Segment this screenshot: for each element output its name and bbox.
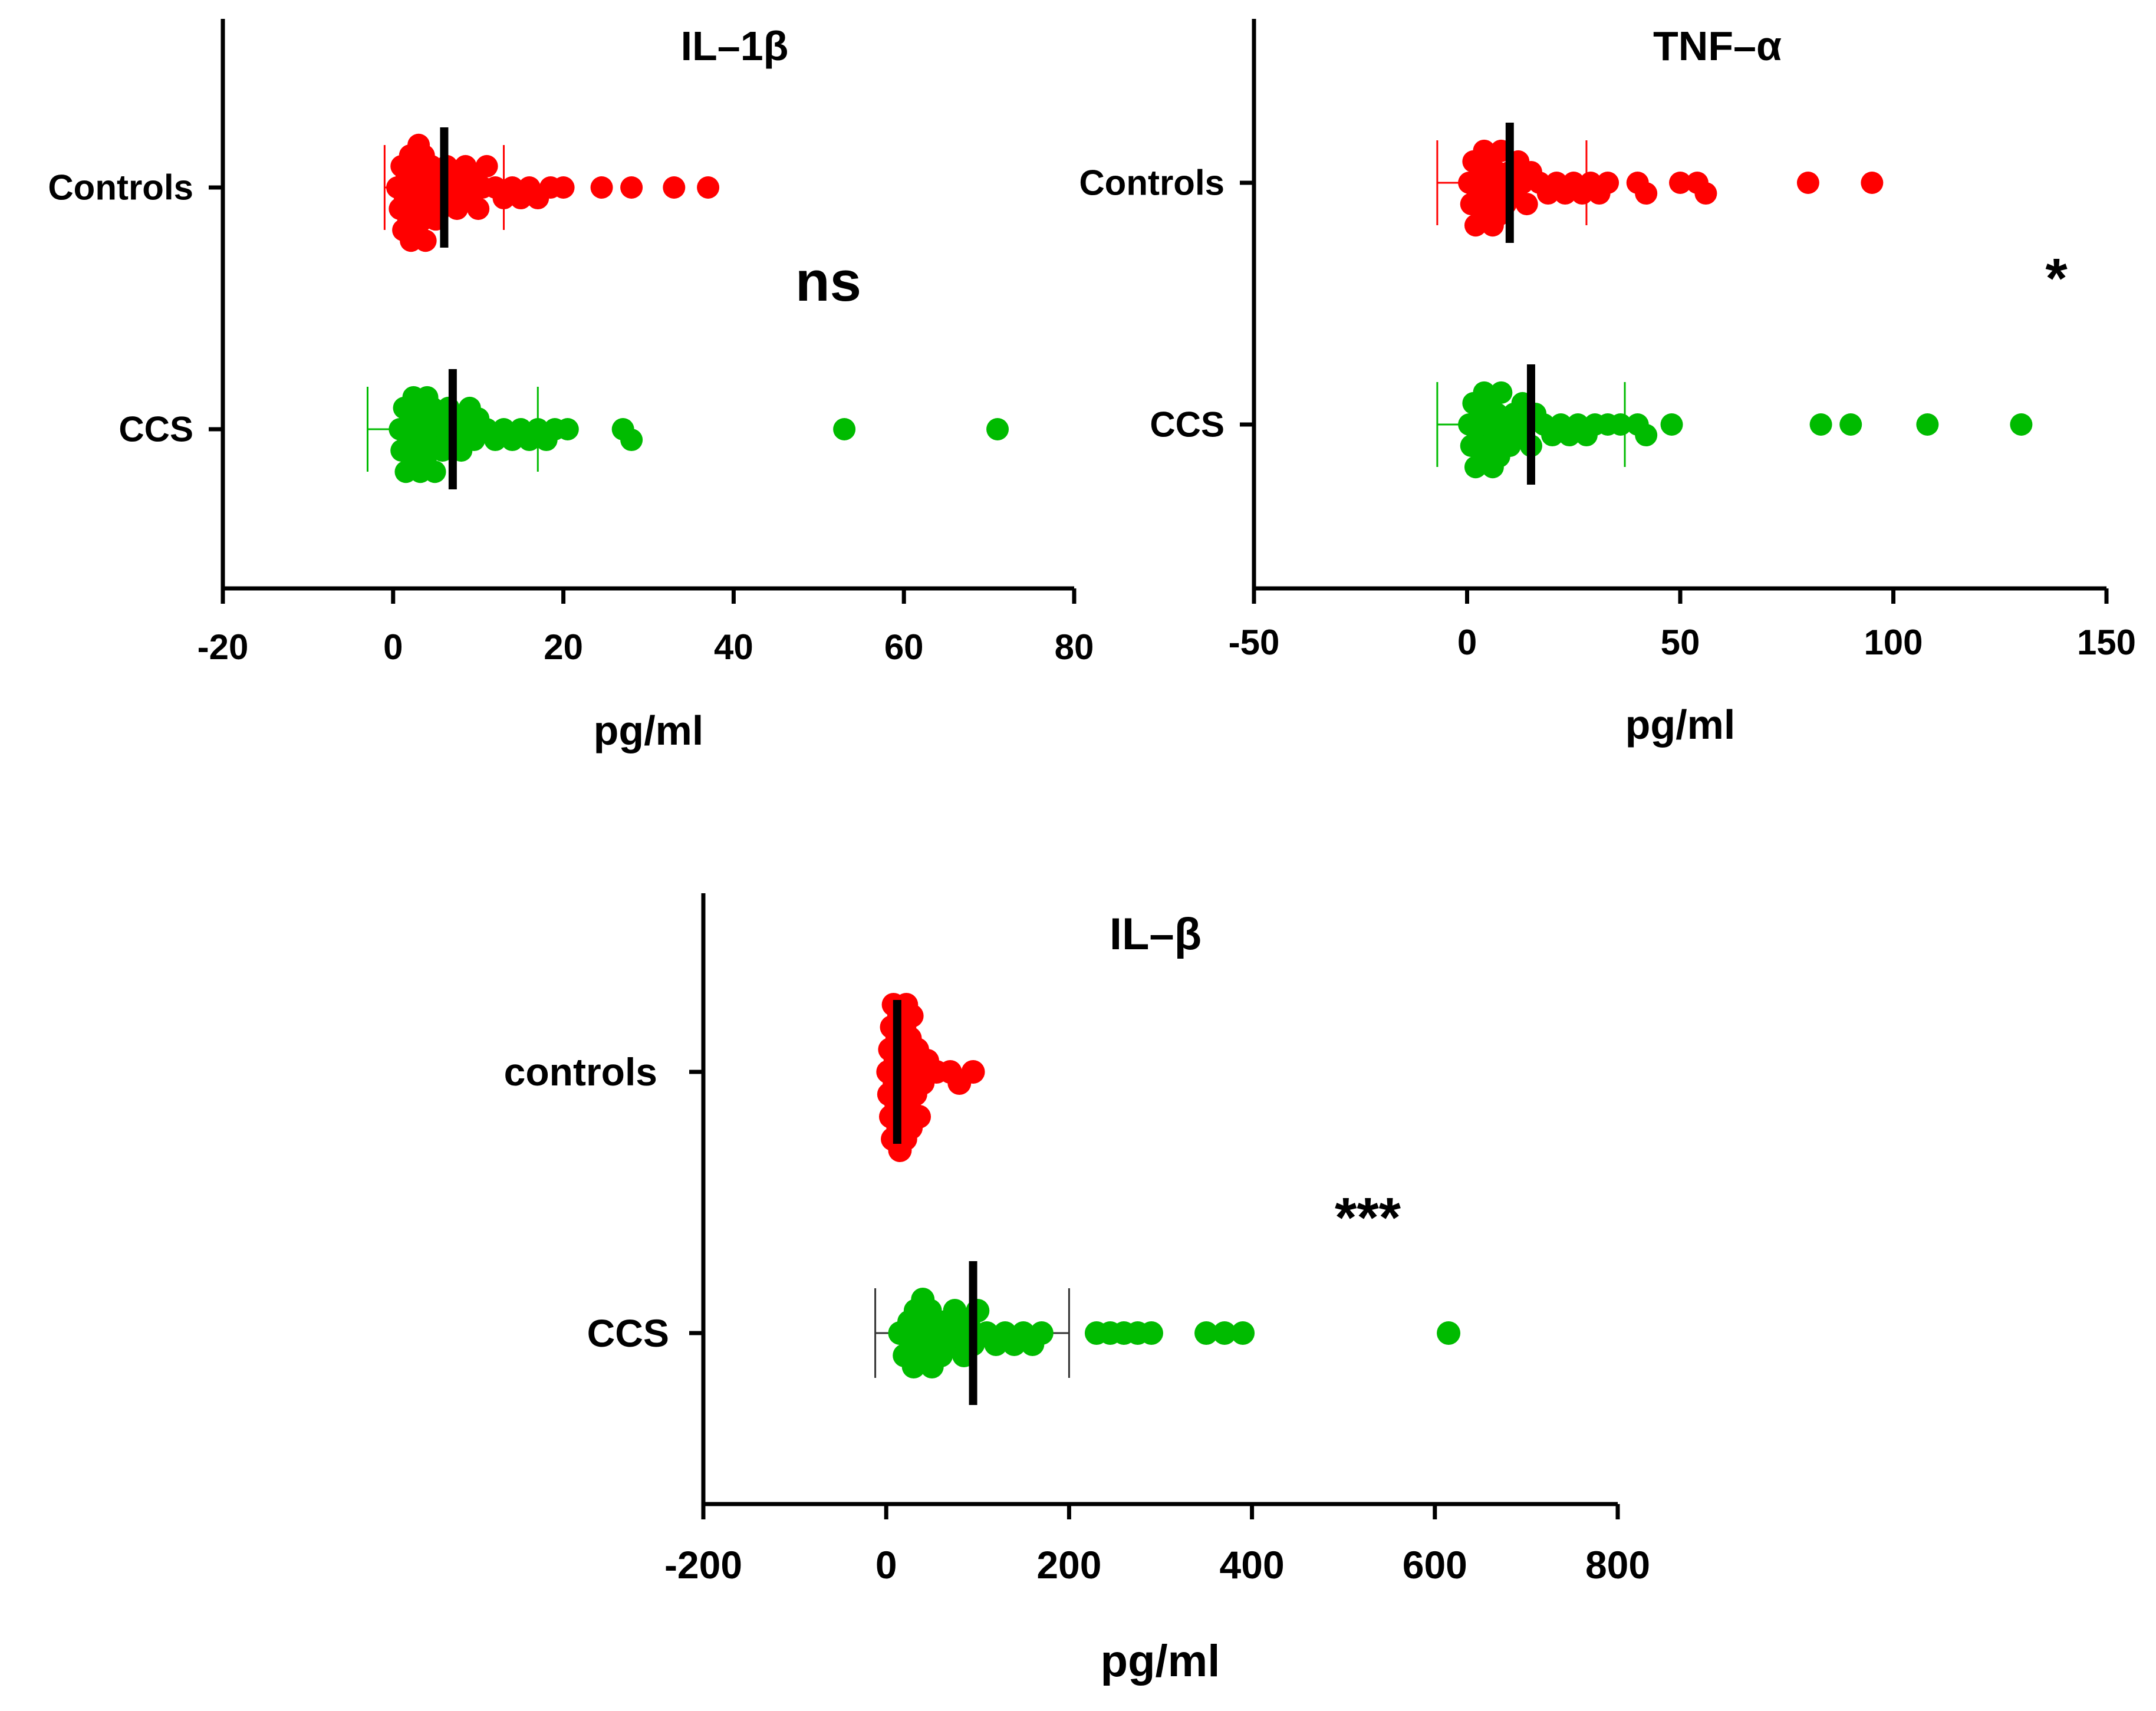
- data-point: [590, 176, 613, 199]
- category-ticks: [209, 185, 223, 432]
- data-point: [697, 176, 720, 199]
- x-tick-label: 150: [2077, 623, 2136, 662]
- series-controls: [1436, 123, 1884, 243]
- data-point: [900, 1004, 924, 1028]
- data-point: [1635, 424, 1658, 447]
- x-axis-label: pg/ml: [1625, 702, 1736, 748]
- x-tick-label: 20: [544, 627, 583, 667]
- data-point: [1139, 1321, 1163, 1345]
- chart-panel-ilb: -200 0 200 400 600 800 controls CCS IL–β pg/m…: [504, 893, 1650, 1686]
- data-point: [1669, 172, 1691, 194]
- data-point: [1809, 413, 1832, 436]
- x-ticks: -50 0 50 100 150: [1229, 588, 2136, 662]
- x-tick-label: 60: [884, 627, 924, 667]
- data-point: [620, 176, 643, 199]
- data-point: [1635, 182, 1658, 205]
- chart-panel-il1b: -20 0 20 40 60 80 Controls CCS IL–1β pg/ml ns: [48, 19, 1094, 754]
- data-point: [414, 229, 437, 252]
- data-point: [961, 1060, 985, 1084]
- x-tick-label: 100: [1864, 623, 1923, 662]
- category-label-ccs: CCS: [119, 410, 193, 449]
- data-point: [1213, 1321, 1237, 1345]
- data-point: [1660, 413, 1683, 436]
- plot-area: [366, 127, 1009, 489]
- data-point: [1694, 182, 1717, 205]
- chart-panel-tnfa: -50 0 50 100 150 Controls CCS TNF–α pg/ml *: [1079, 19, 2136, 748]
- series-ccs: [1436, 364, 2033, 485]
- data-point: [907, 1105, 931, 1128]
- data-point: [1839, 413, 1862, 436]
- x-tick-label: 40: [714, 627, 753, 667]
- significance-annotation: *: [2045, 247, 2068, 310]
- x-axis-label: pg/ml: [1101, 1636, 1220, 1686]
- x-tick-label: 0: [1457, 623, 1477, 662]
- data-point: [423, 460, 446, 483]
- series-controls: [383, 127, 720, 252]
- x-tick-label: 400: [1220, 1543, 1285, 1587]
- x-tick-label: -50: [1229, 623, 1280, 662]
- significance-annotation: ***: [1335, 1186, 1401, 1249]
- series-controls: [876, 993, 985, 1162]
- data-point: [556, 418, 579, 440]
- data-point: [1597, 172, 1620, 194]
- category-label-controls: Controls: [48, 168, 193, 208]
- data-point: [475, 154, 498, 177]
- data-point: [1861, 172, 1884, 194]
- chart-title: IL–1β: [681, 23, 789, 69]
- x-tick-label: 0: [875, 1543, 897, 1587]
- data-point: [833, 418, 856, 440]
- data-point: [1437, 1321, 1461, 1345]
- category-ticks: [1240, 180, 1254, 427]
- x-ticks: -200 0 200 400 600 800: [664, 1504, 1650, 1587]
- category-label-ccs: CCS: [587, 1311, 669, 1355]
- chart-title: TNF–α: [1653, 23, 1782, 69]
- x-tick-label: 200: [1036, 1543, 1101, 1587]
- data-point: [986, 418, 1009, 440]
- data-point: [1916, 413, 1939, 436]
- x-ticks: -20 0 20 40 60 80: [198, 588, 1094, 667]
- data-point: [1490, 381, 1513, 404]
- category-label-ccs: CCS: [1150, 405, 1225, 445]
- category-label-controls: controls: [504, 1050, 657, 1094]
- x-tick-label: -200: [664, 1543, 742, 1587]
- data-point: [1515, 193, 1538, 216]
- data-point: [620, 429, 643, 452]
- x-tick-label: 80: [1055, 627, 1094, 667]
- plot-area: [874, 993, 1461, 1405]
- x-tick-label: 0: [383, 627, 403, 667]
- x-tick-label: 50: [1661, 623, 1700, 662]
- data-point: [1231, 1321, 1255, 1345]
- category-label-controls: Controls: [1079, 163, 1225, 203]
- x-tick-label: 800: [1585, 1543, 1650, 1587]
- chart-title: IL–β: [1110, 909, 1202, 959]
- data-point: [1609, 413, 1632, 436]
- data-point: [552, 176, 575, 199]
- plot-area: [1436, 123, 2033, 485]
- data-point: [1796, 172, 1819, 194]
- significance-annotation: ns: [795, 250, 861, 313]
- data-point: [467, 198, 490, 221]
- x-tick-label: 600: [1403, 1543, 1467, 1587]
- data-point: [663, 176, 686, 199]
- category-ticks: [689, 1070, 703, 1335]
- series-ccs: [366, 369, 1009, 489]
- x-axis-label: pg/ml: [594, 708, 704, 754]
- data-point: [2010, 413, 2033, 436]
- series-ccs: [874, 1261, 1461, 1405]
- data-point: [1194, 1321, 1219, 1345]
- data-point: [1029, 1321, 1054, 1345]
- x-tick-label: -20: [198, 627, 249, 667]
